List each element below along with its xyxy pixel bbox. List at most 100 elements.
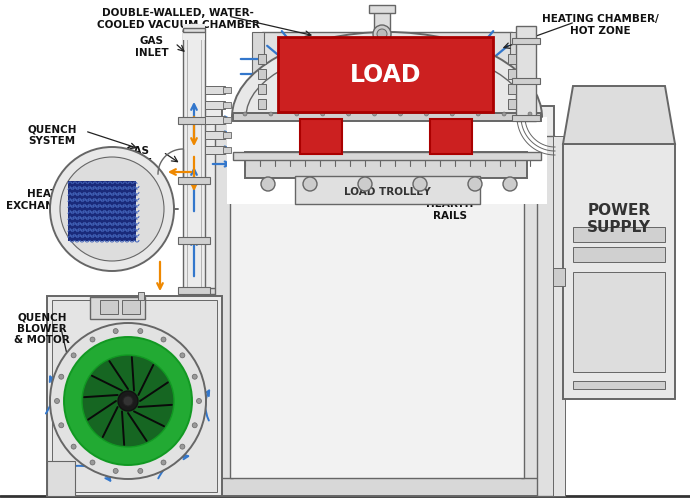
Bar: [258, 99, 266, 109]
Bar: [47, 461, 75, 496]
Bar: [200, 288, 222, 294]
Circle shape: [64, 337, 192, 465]
Bar: [52, 300, 217, 492]
Bar: [68, 181, 136, 241]
Bar: [227, 117, 547, 204]
Circle shape: [413, 177, 427, 191]
Bar: [205, 116, 225, 124]
Bar: [532, 288, 554, 294]
Circle shape: [261, 177, 275, 191]
Circle shape: [60, 157, 164, 261]
Text: LOAD TROLLEY: LOAD TROLLEY: [357, 165, 444, 175]
Circle shape: [113, 329, 118, 334]
Bar: [100, 300, 118, 314]
Bar: [252, 32, 264, 117]
Text: GAS
EXIT: GAS EXIT: [125, 146, 151, 168]
Bar: [233, 152, 541, 160]
Bar: [573, 272, 665, 372]
Text: DOUBLE-WALLED, WATER-
COOLED VACUUM CHAMBER: DOUBLE-WALLED, WATER- COOLED VACUUM CHAM…: [97, 8, 259, 30]
Bar: [508, 54, 516, 64]
Circle shape: [90, 460, 95, 465]
Bar: [532, 388, 554, 394]
Polygon shape: [563, 86, 675, 144]
Bar: [223, 132, 231, 138]
Bar: [430, 119, 472, 154]
Circle shape: [55, 399, 59, 404]
Text: POWER
SUPPLY: POWER SUPPLY: [587, 203, 651, 235]
Bar: [230, 123, 524, 478]
Text: LOAD: LOAD: [350, 62, 422, 87]
Circle shape: [193, 374, 197, 379]
Bar: [369, 5, 395, 13]
Bar: [258, 69, 266, 79]
Circle shape: [71, 353, 76, 358]
Circle shape: [468, 177, 482, 191]
Circle shape: [59, 374, 63, 379]
Bar: [508, 84, 516, 94]
Circle shape: [373, 25, 391, 43]
Bar: [532, 338, 554, 344]
Circle shape: [476, 112, 480, 116]
Bar: [510, 32, 522, 117]
Circle shape: [90, 337, 95, 342]
Bar: [200, 338, 222, 344]
Bar: [508, 69, 516, 79]
Circle shape: [303, 177, 317, 191]
Circle shape: [197, 399, 201, 404]
Circle shape: [50, 147, 174, 271]
Text: HEAT
EXCHANGER: HEAT EXCHANGER: [6, 189, 78, 211]
Circle shape: [161, 460, 166, 465]
Bar: [374, 12, 390, 42]
Circle shape: [528, 112, 532, 116]
Bar: [178, 177, 210, 184]
Bar: [205, 86, 225, 94]
Bar: [178, 237, 210, 244]
Circle shape: [377, 29, 387, 39]
Bar: [200, 388, 222, 394]
Circle shape: [269, 112, 273, 116]
Circle shape: [118, 391, 138, 411]
Circle shape: [138, 468, 143, 473]
Bar: [205, 131, 225, 139]
Circle shape: [243, 112, 247, 116]
Bar: [200, 106, 222, 496]
Bar: [521, 118, 539, 478]
Bar: [532, 106, 554, 496]
Circle shape: [180, 444, 185, 449]
Circle shape: [113, 468, 118, 473]
Circle shape: [502, 112, 506, 116]
Bar: [573, 247, 665, 262]
Circle shape: [424, 112, 428, 116]
Bar: [508, 99, 516, 109]
Bar: [90, 297, 145, 319]
Circle shape: [161, 337, 166, 342]
Bar: [258, 54, 266, 64]
Bar: [573, 227, 665, 242]
Bar: [512, 115, 540, 121]
Circle shape: [346, 112, 351, 116]
Bar: [200, 438, 222, 444]
Circle shape: [193, 423, 197, 428]
Bar: [233, 113, 541, 121]
Circle shape: [398, 112, 402, 116]
Text: HEARTH
RAILS: HEARTH RAILS: [426, 199, 474, 221]
Circle shape: [71, 444, 76, 449]
Bar: [553, 268, 565, 286]
Circle shape: [503, 177, 517, 191]
Text: QUENCH
SYSTEM: QUENCH SYSTEM: [27, 124, 77, 146]
Bar: [215, 118, 233, 478]
Bar: [516, 26, 536, 121]
Bar: [223, 117, 231, 123]
Bar: [300, 119, 342, 154]
Text: HEATING CHAMBER/
HOT ZONE: HEATING CHAMBER/ HOT ZONE: [542, 14, 658, 36]
Bar: [532, 438, 554, 444]
Bar: [178, 117, 210, 124]
Bar: [262, 32, 512, 117]
Bar: [205, 101, 225, 109]
Bar: [200, 478, 554, 496]
Bar: [223, 147, 231, 153]
Circle shape: [451, 112, 454, 116]
Circle shape: [373, 112, 377, 116]
Circle shape: [321, 112, 325, 116]
Circle shape: [180, 353, 185, 358]
